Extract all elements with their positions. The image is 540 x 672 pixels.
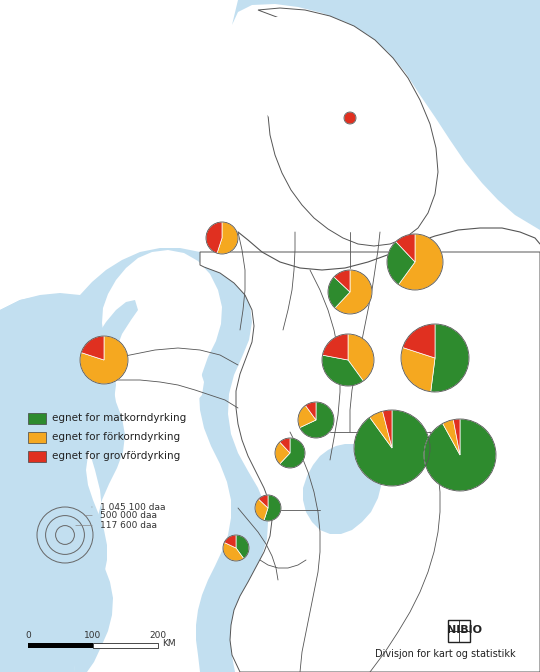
Polygon shape [232,0,540,230]
Wedge shape [328,277,350,308]
Wedge shape [255,499,268,520]
Wedge shape [431,324,469,392]
Text: egnet for förkorndyrking: egnet for förkorndyrking [52,432,180,442]
Polygon shape [228,232,540,672]
Polygon shape [0,248,268,672]
Polygon shape [160,360,204,408]
Wedge shape [322,355,363,386]
Wedge shape [206,222,222,253]
Text: Divisjon for kart og statistikk: Divisjon for kart og statistikk [375,649,515,659]
Wedge shape [396,234,415,262]
Wedge shape [453,419,460,455]
Wedge shape [354,410,430,486]
Wedge shape [217,222,238,254]
Bar [93,643,158,648]
Wedge shape [280,438,290,453]
Bar [448,620,470,642]
Text: 0: 0 [25,631,31,640]
Polygon shape [303,432,383,534]
Wedge shape [443,419,460,455]
Bar [28,413,46,423]
Text: NIBIO: NIBIO [448,625,483,635]
Polygon shape [258,8,438,246]
Wedge shape [335,270,372,314]
Wedge shape [223,542,244,561]
Wedge shape [81,336,104,360]
Polygon shape [134,255,190,308]
Wedge shape [275,442,290,464]
Wedge shape [300,402,334,438]
Bar [28,450,46,462]
Polygon shape [200,252,540,672]
Wedge shape [334,270,350,292]
Polygon shape [248,15,366,132]
Wedge shape [306,402,316,420]
Wedge shape [298,405,316,427]
Text: 100: 100 [84,631,102,640]
Bar [28,431,46,442]
Wedge shape [401,347,435,392]
Text: KM: KM [162,638,176,648]
Polygon shape [157,310,205,361]
Wedge shape [264,495,281,521]
Wedge shape [424,419,496,491]
Wedge shape [224,535,236,548]
Wedge shape [322,334,348,360]
Wedge shape [259,495,268,508]
Wedge shape [344,112,356,124]
Wedge shape [370,411,392,448]
Wedge shape [280,438,305,468]
Wedge shape [387,242,415,285]
Wedge shape [403,324,435,358]
Bar [28,643,93,648]
Wedge shape [236,535,249,558]
Text: 1 045 100 daa: 1 045 100 daa [100,503,165,511]
Wedge shape [80,336,128,384]
Wedge shape [382,410,392,448]
Text: egnet for grovfördyrking: egnet for grovfördyrking [52,451,180,461]
Text: 500 000 daa: 500 000 daa [100,511,157,520]
Text: 117 600 daa: 117 600 daa [100,521,157,530]
Wedge shape [348,334,374,381]
Wedge shape [399,234,443,290]
Polygon shape [0,293,138,672]
Text: egnet for matkorndyrking: egnet for matkorndyrking [52,413,186,423]
Text: 200: 200 [150,631,166,640]
